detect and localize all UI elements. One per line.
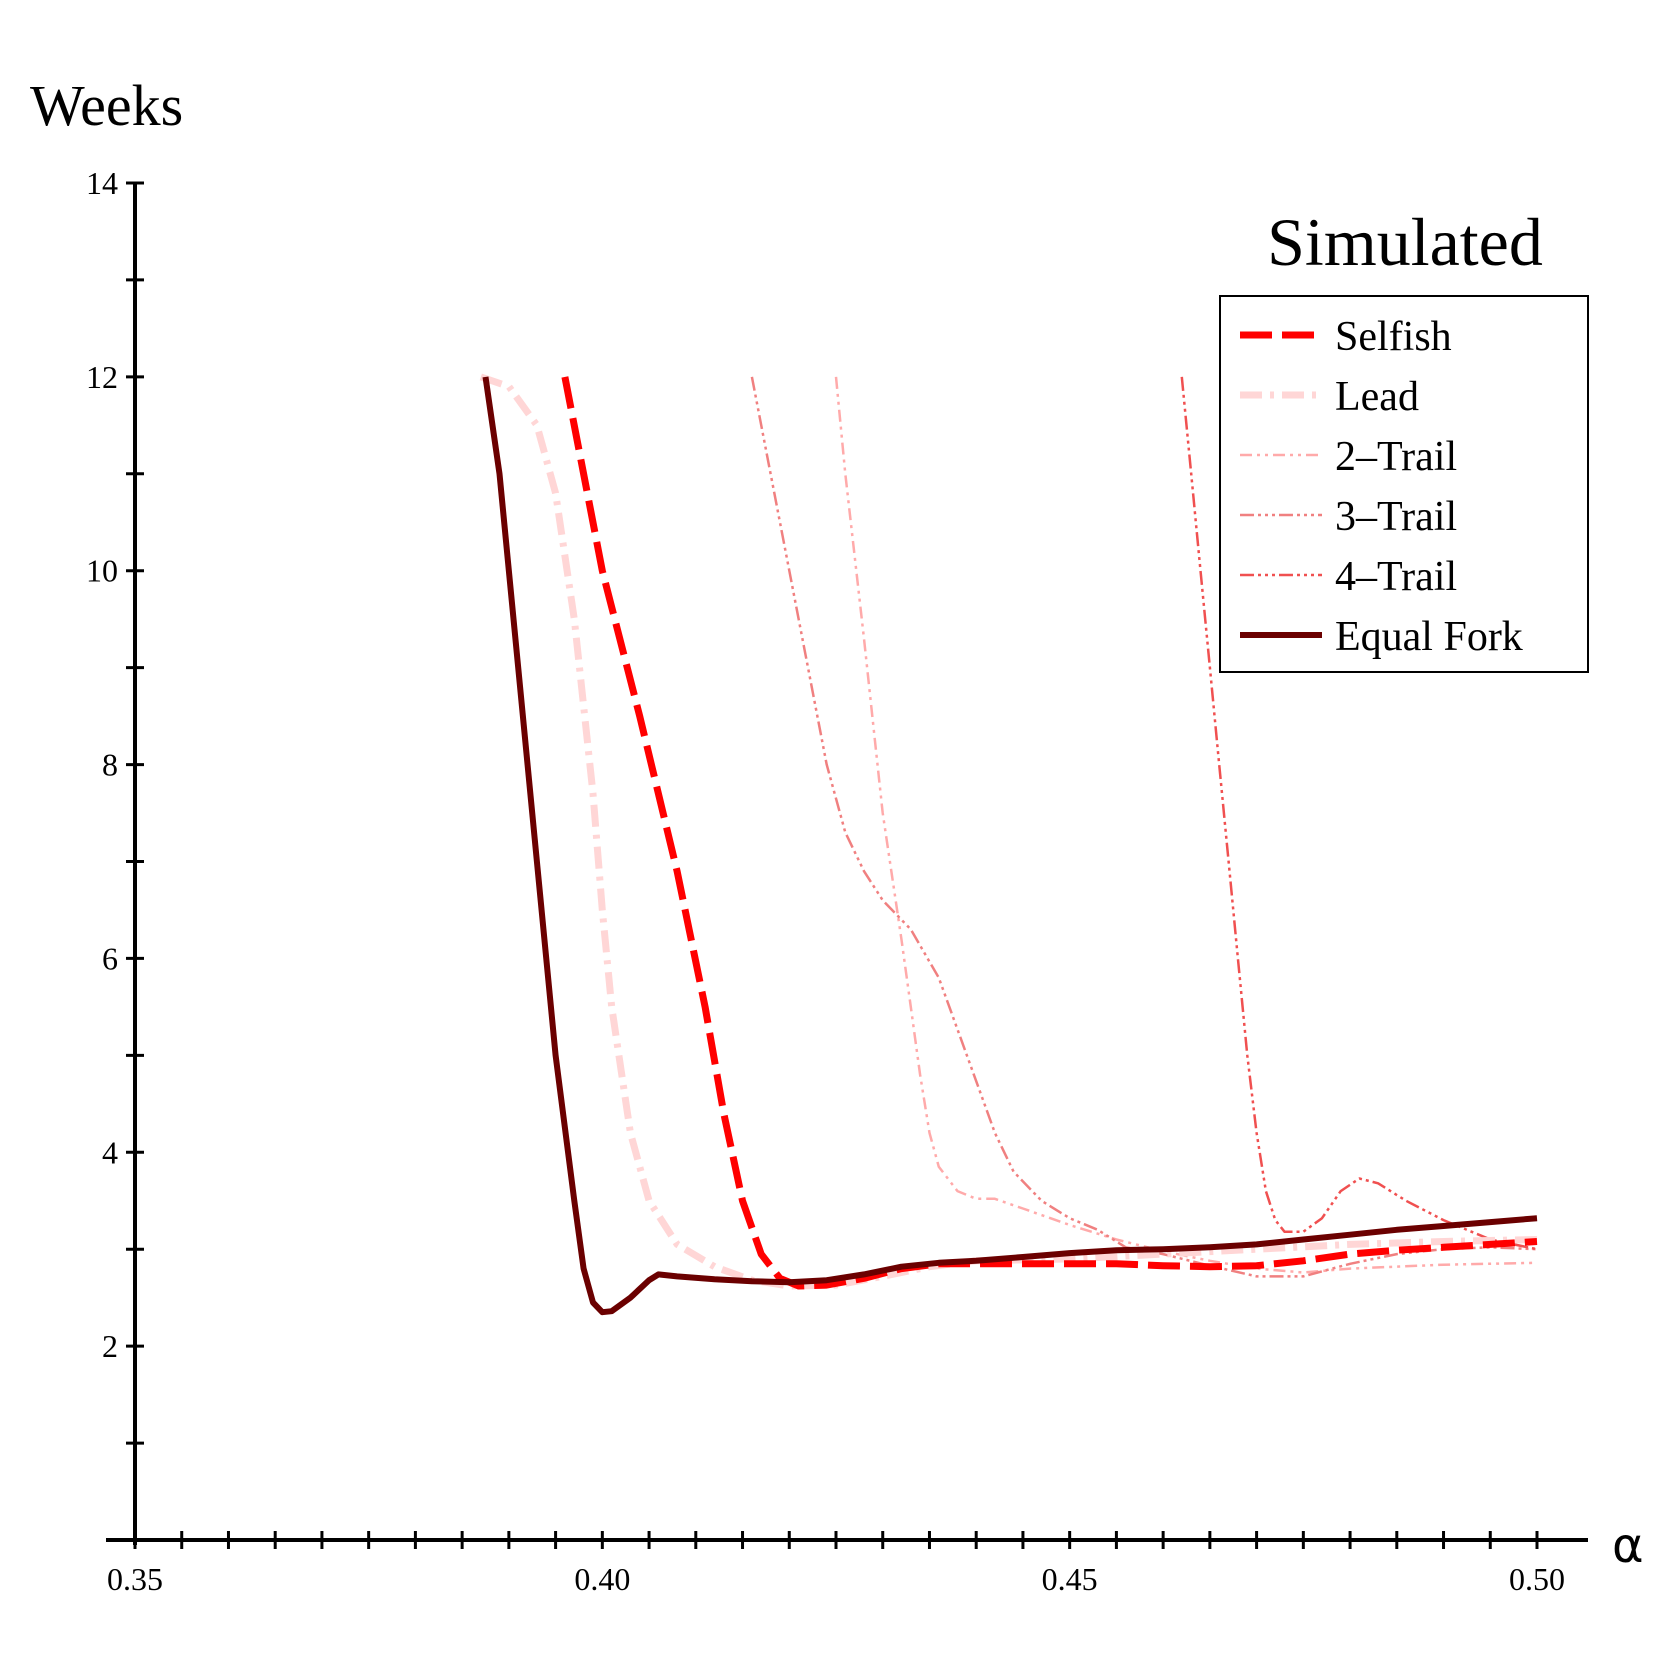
x-tick-label: 0.50 [1509, 1561, 1565, 1597]
x-tick-label: 0.40 [574, 1561, 630, 1597]
series-line [479, 373, 1538, 1290]
chart-title: Simulated [1267, 204, 1543, 280]
x-axis-label: α [1612, 1518, 1644, 1574]
legend-label: Lead [1335, 374, 1419, 420]
x-tick-label: 0.35 [107, 1561, 163, 1597]
y-tick-label: 6 [102, 940, 118, 976]
series-layer [479, 373, 1538, 1316]
y-tick-label: 8 [102, 747, 118, 783]
y-tick-label: 12 [86, 359, 118, 395]
legend-box [1219, 295, 1589, 673]
legend-label: 3–Trail [1335, 494, 1457, 540]
y-tick-label: 4 [102, 1134, 118, 1170]
y-tick-label: 2 [102, 1328, 118, 1364]
legend: Selfish Lead 2–Trail 3–Trail 4–Trail Equal Fo… [1219, 295, 1589, 673]
series-line [834, 376, 1538, 1274]
legend-label: Selfish [1335, 314, 1452, 360]
legend-label: Equal Fork [1335, 614, 1523, 660]
y-tick-label: 14 [86, 165, 118, 201]
y-axis-label: Weeks [30, 73, 183, 138]
y-axis-ticks: 2 4 6 8 10 12 14 [86, 165, 144, 1445]
y-tick-label: 10 [86, 553, 118, 589]
x-tick-label: 0.45 [1042, 1561, 1098, 1597]
series-line [1180, 376, 1538, 1251]
legend-label: 2–Trail [1335, 434, 1457, 480]
series-line [482, 376, 1538, 1316]
series-line [750, 376, 1538, 1278]
legend-label: 4–Trail [1335, 554, 1457, 600]
